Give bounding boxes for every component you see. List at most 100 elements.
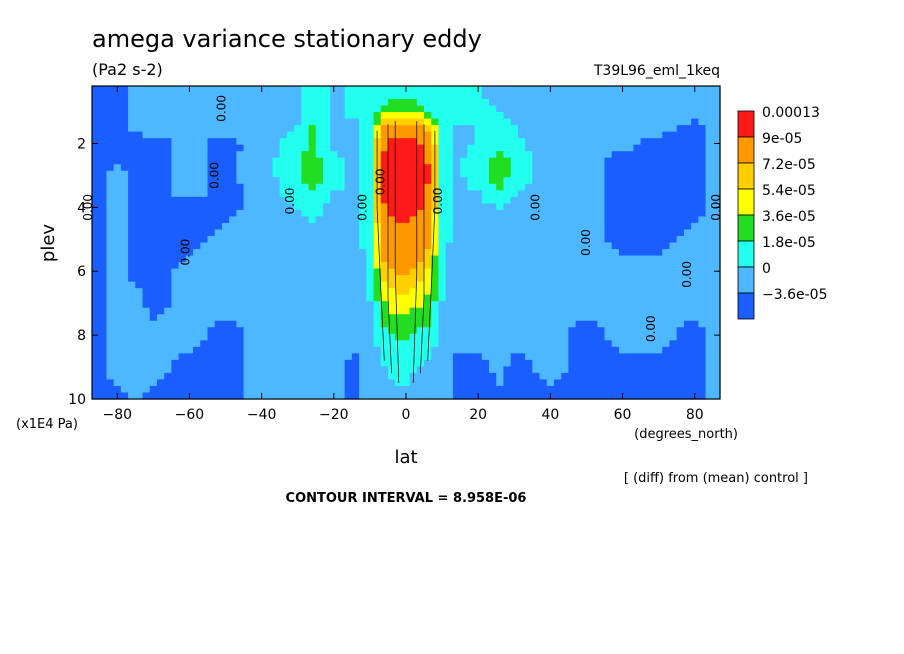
- contour-cell: [698, 307, 707, 315]
- contour-cell: [351, 170, 360, 178]
- contour-cell: [597, 144, 606, 152]
- contour-cell: [156, 222, 165, 231]
- contour-cell: [380, 379, 389, 387]
- contour-cell: [315, 275, 324, 283]
- contour-cell: [582, 177, 591, 185]
- contour-cell: [229, 177, 237, 185]
- contour-cell: [185, 235, 194, 244]
- contour-cell: [467, 138, 476, 146]
- contour-cell: [344, 249, 353, 257]
- contour-cell: [445, 249, 454, 257]
- contour-cell: [315, 333, 324, 341]
- contour-cell: [676, 294, 685, 302]
- contour-cell: [503, 288, 512, 296]
- contour-cell: [611, 314, 620, 322]
- contour-cell: [691, 177, 699, 185]
- contour-cell: [618, 288, 627, 296]
- contour-cell: [351, 249, 360, 257]
- contour-cell: [640, 164, 649, 172]
- contour-cell: [532, 222, 541, 231]
- contour-cell: [604, 92, 613, 100]
- contour-cell: [431, 235, 440, 244]
- contour-cell: [279, 320, 288, 328]
- contour-cell: [683, 125, 692, 133]
- contour-cell: [568, 242, 577, 250]
- contour-cell: [409, 294, 418, 302]
- contour-cell: [626, 314, 634, 322]
- contour-cell: [489, 118, 497, 126]
- contour-cell: [351, 157, 360, 165]
- contour-cell: [207, 86, 216, 94]
- contour-cell: [366, 92, 375, 100]
- contour-cell: [611, 288, 620, 296]
- contour-cell: [597, 203, 606, 211]
- contour-cell: [142, 229, 151, 237]
- contour-cell: [351, 372, 360, 381]
- contour-cell: [294, 131, 302, 139]
- contour-cell: [460, 151, 468, 159]
- contour-cell: [200, 86, 209, 94]
- contour-cell: [286, 235, 295, 244]
- contour-cell: [294, 307, 302, 315]
- contour-cell: [568, 359, 577, 367]
- contour-cell: [301, 379, 310, 387]
- contour-cell: [106, 118, 115, 126]
- contour-cell: [431, 242, 440, 250]
- contour-cell: [474, 346, 483, 354]
- contour-cell: [676, 392, 685, 400]
- contour-cell: [99, 183, 108, 191]
- contour-cell: [669, 314, 678, 322]
- contour-cell: [193, 288, 201, 296]
- contour-cell: [243, 353, 252, 361]
- contour-cell: [590, 138, 598, 146]
- contour-cell: [604, 235, 613, 244]
- contour-cell: [156, 359, 165, 367]
- contour-cell: [395, 203, 403, 211]
- contour-cell: [424, 92, 432, 100]
- contour-cell: [503, 125, 512, 133]
- contour-cell: [366, 177, 375, 185]
- contour-cell: [698, 268, 707, 276]
- contour-cell: [315, 164, 324, 172]
- contour-cell: [337, 320, 346, 328]
- contour-cell: [669, 99, 678, 107]
- contour-cell: [431, 86, 440, 94]
- contour-cell: [590, 170, 598, 178]
- contour-cell: [128, 333, 136, 341]
- contour-cell: [445, 170, 454, 178]
- contour-cell: [214, 392, 223, 400]
- contour-cell: [387, 112, 396, 120]
- contour-cell: [395, 385, 403, 394]
- contour-cell: [214, 327, 223, 335]
- contour-cell: [359, 144, 367, 152]
- contour-cell: [207, 249, 216, 257]
- contour-cell: [481, 268, 490, 276]
- contour-cell: [691, 131, 699, 139]
- contour-cell: [322, 275, 331, 283]
- contour-cell: [676, 170, 685, 178]
- contour-cell: [640, 209, 649, 218]
- contour-cell: [525, 131, 533, 139]
- contour-cell: [698, 294, 707, 302]
- contour-cell: [460, 92, 468, 100]
- contour-cell: [424, 359, 432, 367]
- contour-cell: [424, 125, 432, 133]
- contour-cell: [135, 190, 144, 198]
- contour-cell: [510, 314, 519, 322]
- contour-cell: [662, 320, 671, 328]
- contour-cell: [503, 268, 512, 276]
- contour-cell: [503, 229, 512, 237]
- contour-cell: [92, 307, 100, 315]
- contour-cell: [662, 255, 671, 263]
- contour-cell: [387, 281, 396, 289]
- contour-cell: [337, 222, 346, 231]
- contour-cell: [626, 112, 634, 120]
- contour-cell: [525, 249, 533, 257]
- contour-cell: [424, 307, 432, 315]
- contour-cell: [553, 235, 562, 244]
- contour-cell: [120, 353, 129, 361]
- contour-cell: [128, 190, 136, 198]
- contour-cell: [92, 385, 100, 394]
- contour-cell: [597, 112, 606, 120]
- contour-cell: [207, 255, 216, 263]
